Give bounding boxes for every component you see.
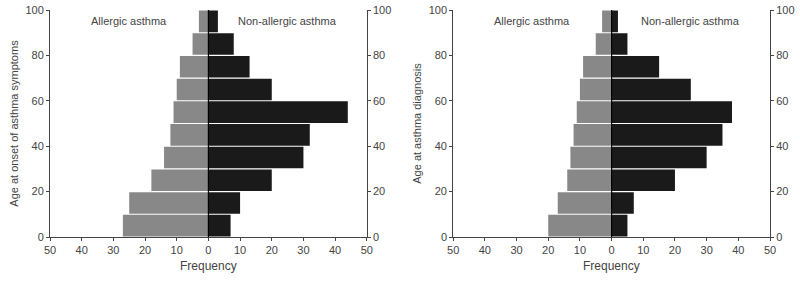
svg-text:Allergic asthma: Allergic asthma xyxy=(91,15,167,27)
svg-text:Frequency: Frequency xyxy=(583,259,640,273)
svg-text:40: 40 xyxy=(373,140,385,152)
svg-text:10: 10 xyxy=(171,244,183,256)
svg-text:100: 100 xyxy=(25,4,43,16)
svg-text:40: 40 xyxy=(776,140,788,152)
svg-text:30: 30 xyxy=(701,244,713,256)
svg-text:40: 40 xyxy=(329,244,341,256)
svg-text:10: 10 xyxy=(574,244,586,256)
svg-text:100: 100 xyxy=(373,4,391,16)
svg-text:80: 80 xyxy=(373,49,385,61)
svg-text:50: 50 xyxy=(44,244,56,256)
svg-text:0: 0 xyxy=(205,244,211,256)
svg-text:20: 20 xyxy=(139,244,151,256)
svg-text:10: 10 xyxy=(637,244,649,256)
svg-text:60: 60 xyxy=(373,95,385,107)
svg-text:60: 60 xyxy=(435,95,447,107)
svg-text:100: 100 xyxy=(429,4,447,16)
svg-text:0: 0 xyxy=(441,231,447,243)
svg-text:100: 100 xyxy=(776,4,794,16)
svg-text:50: 50 xyxy=(764,244,776,256)
svg-text:80: 80 xyxy=(435,49,447,61)
svg-text:Frequency: Frequency xyxy=(180,259,237,273)
svg-text:60: 60 xyxy=(776,95,788,107)
svg-text:50: 50 xyxy=(447,244,459,256)
svg-text:40: 40 xyxy=(435,140,447,152)
svg-text:40: 40 xyxy=(479,244,491,256)
svg-text:0: 0 xyxy=(38,231,44,243)
svg-text:30: 30 xyxy=(510,244,522,256)
svg-text:Non-allergic asthma: Non-allergic asthma xyxy=(641,15,740,27)
svg-text:20: 20 xyxy=(776,185,788,197)
svg-text:20: 20 xyxy=(373,185,385,197)
svg-text:20: 20 xyxy=(32,185,44,197)
svg-text:Non-allergic asthma: Non-allergic asthma xyxy=(238,15,337,27)
svg-text:0: 0 xyxy=(609,244,615,256)
svg-text:20: 20 xyxy=(542,244,554,256)
svg-text:30: 30 xyxy=(297,244,309,256)
svg-text:10: 10 xyxy=(234,244,246,256)
svg-text:60: 60 xyxy=(32,95,44,107)
svg-text:80: 80 xyxy=(32,49,44,61)
svg-text:0: 0 xyxy=(776,231,782,243)
svg-text:80: 80 xyxy=(776,49,788,61)
svg-text:Allergic asthma: Allergic asthma xyxy=(494,15,570,27)
svg-text:0: 0 xyxy=(373,231,379,243)
svg-text:40: 40 xyxy=(32,140,44,152)
svg-text:50: 50 xyxy=(361,244,373,256)
svg-text:40: 40 xyxy=(732,244,744,256)
svg-text:20: 20 xyxy=(266,244,278,256)
svg-text:30: 30 xyxy=(107,244,119,256)
svg-text:20: 20 xyxy=(435,185,447,197)
svg-text:20: 20 xyxy=(669,244,681,256)
svg-text:40: 40 xyxy=(76,244,88,256)
svg-text:Age at asthma diagnosis: Age at asthma diagnosis xyxy=(411,63,423,184)
svg-text:Age at onset of asthma symptom: Age at onset of asthma symptoms xyxy=(8,40,20,207)
